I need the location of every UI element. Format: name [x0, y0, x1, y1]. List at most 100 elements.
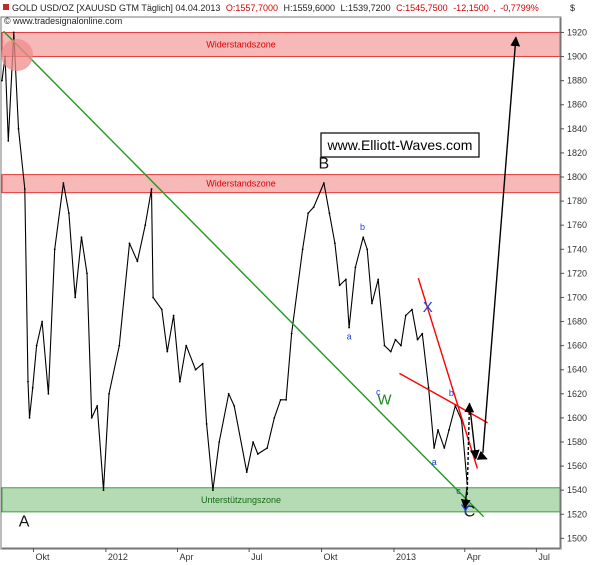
price-point-29: [166, 350, 169, 353]
price-point-46: [285, 398, 288, 401]
price-point-27: [152, 296, 155, 299]
price-point-66: [404, 314, 407, 317]
price-point-61: [377, 278, 380, 281]
price-point-28: [160, 308, 163, 311]
price-point-73: [443, 447, 446, 449]
header-high: H:1559,6000: [283, 3, 335, 13]
zone-label-0: Widerstandszone: [206, 40, 276, 50]
x-tick-label-0: Okt: [35, 552, 50, 562]
header-open: O:1557,7000: [226, 3, 278, 13]
x-axis: Okt 2012 Apr Jul Okt 2013 Apr Jul: [2, 547, 560, 562]
header-line: GOLD USD/OZ [XAUUSD GTM Täglich] 04.04.2…: [12, 3, 539, 13]
price-point-44: [273, 417, 276, 419]
y-tick-label-18: 1860: [567, 100, 587, 110]
price-point-32: [185, 344, 188, 347]
price-point-36: [212, 489, 214, 492]
y-tick-label-11: 1720: [567, 268, 587, 278]
price-point-20: [102, 489, 105, 492]
y-tick-label-21: 1920: [567, 27, 587, 37]
y-tick-label-19: 1880: [567, 76, 587, 86]
price-point-9: [35, 344, 38, 347]
price-point-48: [301, 248, 304, 251]
arrow-1: [468, 403, 480, 460]
y-tick-label-2: 1540: [567, 485, 587, 495]
y-tick-label-20: 1900: [567, 52, 587, 62]
price-point-45: [279, 398, 282, 401]
zone-resistance-0: [1, 31, 561, 58]
price-point-24: [136, 260, 139, 263]
price-point-33: [194, 368, 197, 371]
y-tick-label-6: 1620: [567, 389, 587, 399]
wave-label-X-4: X: [423, 299, 433, 316]
wave-labels-layer: A B C W X Ya b c a b c: [1, 39, 475, 530]
price-point-56: [348, 326, 350, 329]
price-point-5: [23, 188, 26, 190]
price-point-69: [421, 332, 424, 335]
peak-highlight-circle: [1, 39, 33, 71]
price-series-line: [1, 31, 468, 491]
brand-label: www.Elliott-Waves.com: [327, 137, 473, 153]
price-point-60: [371, 302, 373, 305]
price-point-12: [53, 248, 56, 251]
price-point-53: [334, 242, 336, 245]
price-point-52: [328, 212, 331, 215]
price-point-30: [172, 314, 175, 317]
y-tick-label-3: 1560: [567, 461, 587, 471]
y-tick-label-0: 1500: [567, 533, 587, 543]
price-point-74: [448, 429, 450, 431]
wave-label-B-1: B: [319, 156, 330, 173]
wave-label-c-8: c: [376, 387, 381, 397]
y-tick-label-14: 1780: [567, 196, 587, 206]
x-tick-label-2: Apr: [180, 552, 194, 562]
price-point-6: [27, 380, 29, 383]
header-instrument: GOLD USD/OZ [XAUUSD GTM Täglich] 04.04.2…: [12, 3, 220, 13]
price-point-18: [90, 417, 93, 419]
price-point-39: [233, 404, 236, 407]
price-point-35: [205, 423, 208, 425]
price-point-37: [218, 441, 221, 443]
y-tick-label-1: 1520: [567, 509, 587, 519]
header-change: -12,1500: [453, 3, 489, 13]
wave-label-b-7: b: [360, 222, 365, 232]
price-point-58: [362, 236, 365, 239]
price-point-71: [433, 447, 435, 449]
chart-header: GOLD USD/OZ [XAUUSD GTM Täglich] 04.04.2…: [3, 3, 575, 26]
price-point-15: [74, 296, 77, 299]
price-point-51: [322, 182, 325, 184]
x-tick-label-4: Okt: [324, 552, 339, 562]
currency-label: $: [570, 3, 575, 13]
price-point-23: [128, 242, 131, 245]
price-point-64: [394, 338, 397, 341]
wave-label-a-9: a: [432, 457, 437, 467]
y-tick-label-12: 1740: [567, 244, 587, 254]
y-tick-label-5: 1600: [567, 413, 587, 423]
wave-label-A-0: A: [19, 513, 30, 530]
wave-label-b-10: b: [449, 388, 454, 398]
price-point-14: [67, 212, 70, 215]
header-source: © www.tradesignalonline.com: [4, 16, 122, 26]
price-point-21: [108, 392, 110, 395]
price-point-49: [307, 212, 310, 215]
price-point-26: [150, 188, 153, 190]
price-point-11: [47, 392, 50, 395]
y-axis: 1500 1520 1540 1560 1580 1600 1620 1640 1660 1680…: [559, 18, 587, 548]
price-point-57: [354, 266, 357, 269]
wave-label-W-3: W: [377, 392, 392, 409]
price-point-47: [290, 332, 293, 335]
arrow-2: [476, 450, 488, 460]
price-point-2: [7, 139, 10, 142]
price-point-10: [41, 320, 44, 323]
x-tick-label-1: 2012: [108, 552, 128, 562]
wave-label-a-6: a: [347, 332, 352, 342]
arrow-0: [464, 402, 475, 496]
header-close: C:1545,7500: [396, 3, 448, 13]
x-tick-label-7: Jul: [538, 552, 550, 562]
price-point-40: [245, 471, 248, 474]
header-marker-icon: [3, 4, 9, 10]
price-point-68: [416, 338, 419, 341]
price-point-43: [266, 447, 269, 449]
x-tick-label-5: 2013: [396, 552, 416, 562]
zone-label-1: Widerstandszone: [206, 179, 276, 189]
plot-area: [0, 16, 562, 550]
